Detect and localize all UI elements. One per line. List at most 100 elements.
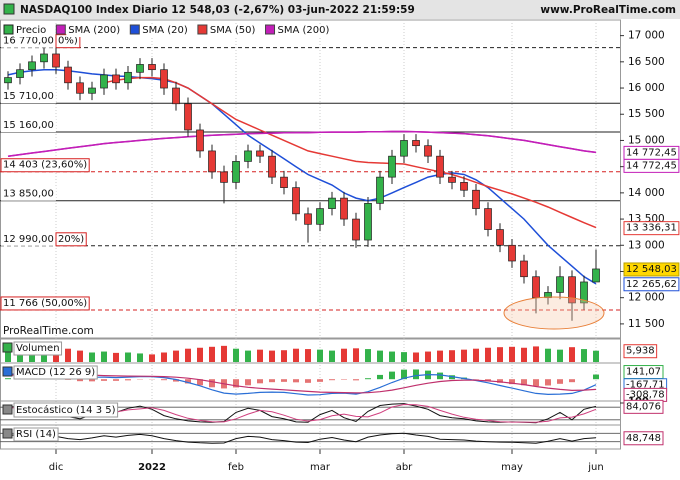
candle-body [460, 182, 468, 191]
legend-entry: SMA (200) [68, 25, 120, 36]
watermark: ProRealTime.com [3, 325, 94, 337]
panel-icon [2, 428, 13, 439]
candle-body [376, 176, 384, 204]
macd-hist [401, 369, 407, 380]
indicator-line [7, 432, 597, 444]
label-box [140, 24, 190, 37]
macd-hist [269, 379, 275, 383]
macd-hist [197, 379, 203, 386]
volume-bar [161, 352, 167, 362]
candle-body [316, 208, 324, 225]
volume-bar [5, 352, 11, 362]
candle-body [532, 276, 540, 299]
candle-body [88, 87, 96, 94]
x-tick-label: jun [587, 462, 603, 473]
volume-bar [581, 349, 587, 362]
y-tick-label: 11 500 [628, 318, 665, 330]
volume-bar [389, 351, 395, 362]
volume-bar [401, 352, 407, 362]
legend-entry: SMA (20) [142, 25, 188, 36]
x-tick-label: feb [228, 462, 244, 473]
level-label: 15 710,00 [3, 91, 54, 102]
level-note: 20%) [58, 234, 84, 245]
volume-bar [593, 350, 599, 362]
volume-bar [137, 353, 143, 362]
candle-body [556, 276, 564, 293]
label-box [66, 24, 123, 37]
volume-bar [461, 349, 467, 362]
label-box [623, 158, 680, 173]
x-tick-label: may [501, 462, 523, 473]
x-tick-label: abr [396, 462, 413, 473]
volume-bar [269, 350, 275, 362]
candle-body [64, 66, 72, 84]
price-tag: 84,076 [626, 401, 661, 412]
macd-hist [173, 379, 179, 382]
macd-hist [521, 379, 527, 386]
legend-swatch [265, 24, 276, 35]
label-box [1, 232, 56, 246]
macd-hist [5, 378, 11, 380]
volume-bar [341, 348, 347, 362]
label-box [275, 24, 332, 37]
macd-hist [317, 379, 323, 382]
legend-swatch [129, 24, 140, 35]
price-tag: 14 772,45 [626, 160, 677, 171]
candle-body [256, 150, 264, 157]
macd-hist [377, 374, 383, 380]
price-tag: -308,78 [626, 389, 665, 400]
volume-bar [413, 352, 419, 362]
volume-bar [509, 346, 515, 362]
volume-bar [77, 350, 83, 362]
macd-hist [545, 379, 551, 386]
candle-body [76, 82, 84, 94]
panel-label: Estocástico (14 3 5) [16, 404, 116, 416]
candle-body [268, 155, 276, 178]
label-box [1, 119, 56, 133]
candle-body [580, 281, 588, 304]
volume-bar [149, 354, 155, 362]
candle-body [4, 77, 12, 84]
level-label: 15 160,00 [3, 120, 54, 131]
sma-line [103, 76, 597, 229]
y-tick-label: 12 000 [628, 292, 665, 304]
macd-hist [113, 379, 119, 381]
label-box [13, 365, 98, 380]
macd-hist [413, 369, 419, 380]
legend-entry: Precio [16, 25, 46, 36]
volume-bar [521, 347, 527, 362]
level-label: 11 766 (50,00%) [3, 298, 87, 309]
candle-body [508, 244, 516, 262]
level-label: 14 403 (23,60%) [3, 160, 87, 171]
candle-body [424, 145, 432, 157]
volume-bar [197, 347, 203, 362]
label-box [623, 277, 680, 292]
volume-bar [29, 350, 35, 362]
macd-hist [557, 379, 563, 384]
candle-body [568, 276, 576, 304]
macd-hist [449, 375, 455, 380]
candle-body [40, 53, 48, 63]
legend-swatch [55, 24, 66, 35]
macd-hist [293, 379, 299, 383]
candle-body [28, 61, 36, 71]
panel-frame [0, 19, 621, 339]
macd-hist [497, 379, 503, 383]
level-label: 16 770,00 [3, 36, 54, 47]
x-tick-label: mar [310, 462, 331, 473]
volume-bar [293, 348, 299, 362]
panel-label: MACD (12 26 9) [16, 367, 95, 378]
macd-hist [353, 379, 359, 381]
label-box [55, 232, 87, 247]
macd-hist [65, 379, 71, 380]
candle-body [448, 176, 456, 183]
candle-body [244, 150, 252, 162]
volume-bar [101, 351, 107, 362]
volume-bar [53, 349, 59, 362]
label-box [13, 427, 59, 442]
label-box [1, 187, 56, 201]
y-tick-label: 14 000 [628, 187, 665, 199]
volume-bar [557, 349, 563, 362]
price-tag: 12 265,62 [626, 279, 677, 290]
